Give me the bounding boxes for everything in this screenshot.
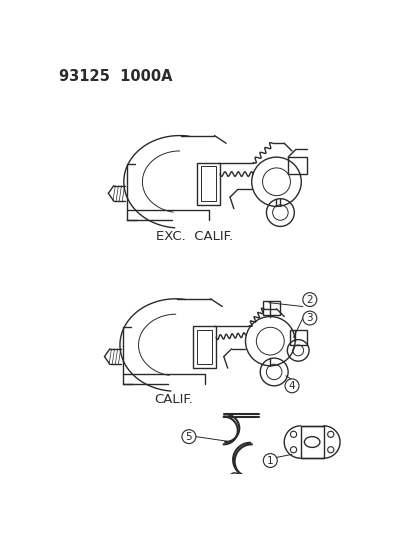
Text: 4: 4 bbox=[288, 381, 294, 391]
Text: 3: 3 bbox=[306, 313, 312, 323]
Text: 93125  1000A: 93125 1000A bbox=[59, 69, 173, 84]
Text: CALIF.: CALIF. bbox=[154, 393, 192, 406]
Bar bbox=[262, 301, 279, 315]
Circle shape bbox=[263, 454, 277, 467]
Bar bbox=[289, 329, 306, 345]
Bar bbox=[200, 166, 216, 201]
Circle shape bbox=[284, 379, 298, 393]
Bar bbox=[300, 426, 323, 458]
Text: 2: 2 bbox=[306, 295, 312, 304]
Circle shape bbox=[302, 293, 316, 306]
Bar bbox=[192, 326, 216, 368]
Circle shape bbox=[181, 430, 195, 443]
Circle shape bbox=[302, 311, 316, 325]
Text: 5: 5 bbox=[185, 432, 192, 442]
Bar bbox=[196, 163, 219, 205]
Bar bbox=[196, 329, 212, 364]
Bar bbox=[287, 157, 307, 174]
Text: 1: 1 bbox=[266, 456, 273, 465]
Text: EXC.  CALIF.: EXC. CALIF. bbox=[156, 230, 233, 243]
